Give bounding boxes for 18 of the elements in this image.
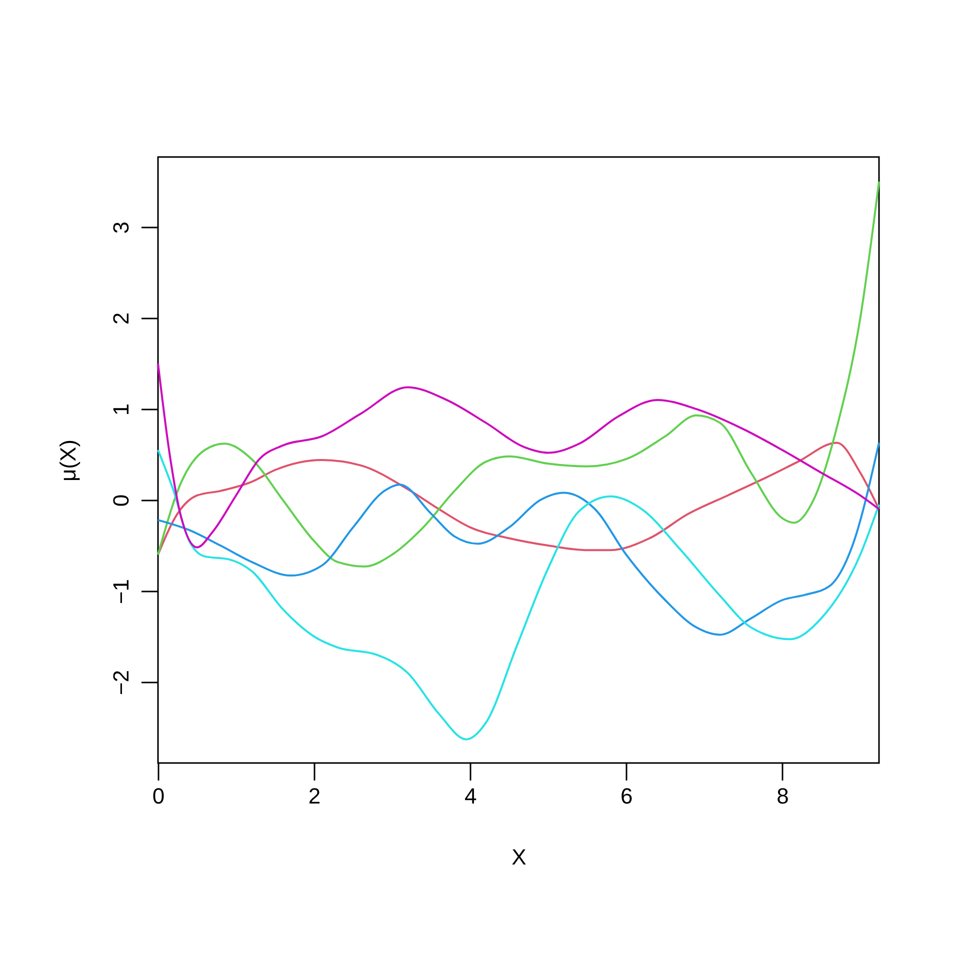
y-tick-label: −1 [108,578,134,604]
line-series [157,362,880,548]
x-tick-label: 8 [776,784,789,808]
y-tick-label: 2 [108,312,134,325]
line-series [157,180,880,568]
y-tick-label: 1 [108,403,134,416]
x-tick-label: 4 [464,784,477,808]
y-tick-label: 3 [108,221,134,234]
x-tick-label: 2 [308,784,321,808]
y-axis-title: μ(X) [56,439,80,482]
line-series [157,442,880,636]
y-tick-label: 0 [108,494,134,507]
y-tick-label: −2 [108,670,134,696]
x-tick-label: 0 [152,784,165,808]
line-series [157,442,880,556]
x-axis-title: X [512,844,527,870]
line-series [157,448,880,740]
x-tick-label: 6 [620,784,633,808]
